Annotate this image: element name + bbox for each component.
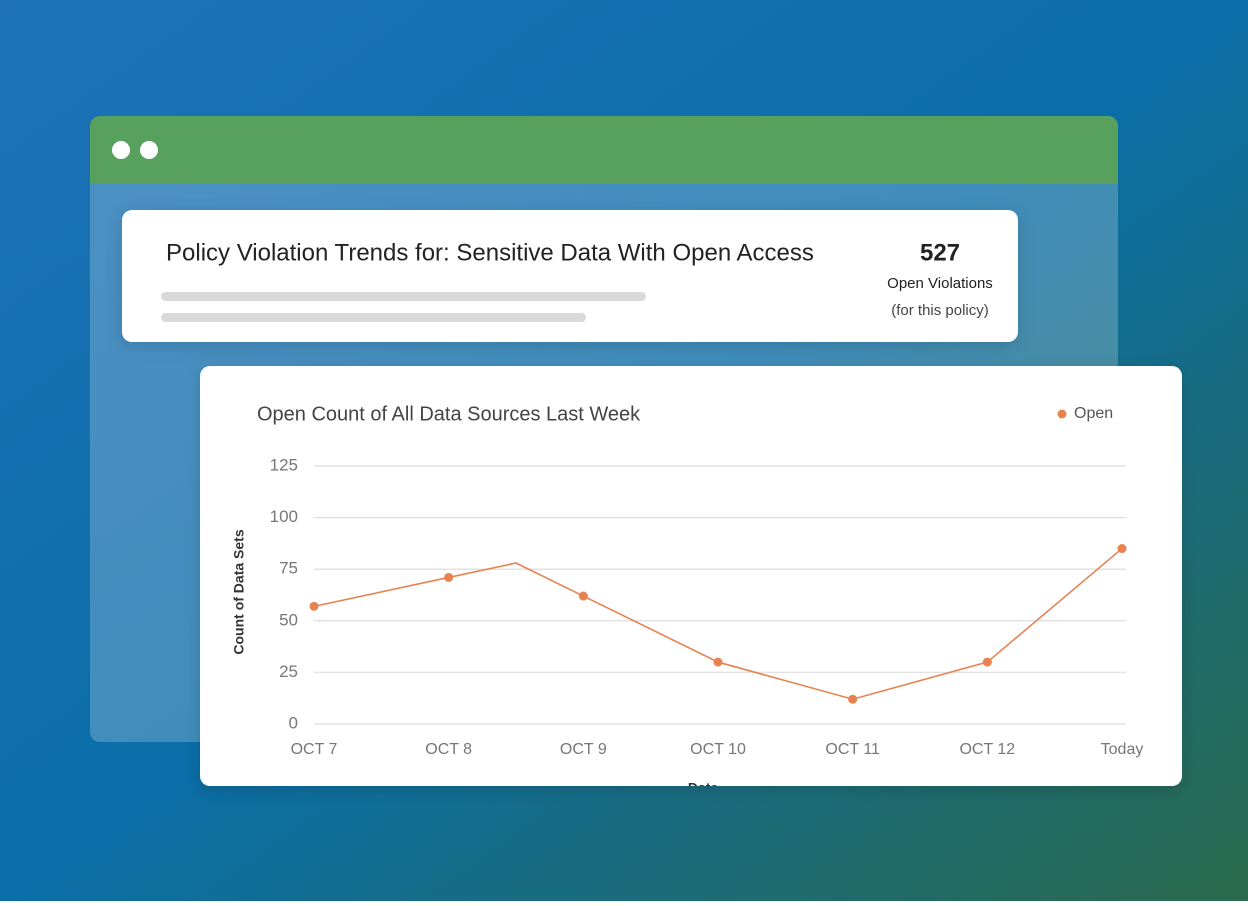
- window-dot: [112, 141, 130, 159]
- y-tick-label: 25: [279, 662, 298, 681]
- y-tick-label: 50: [279, 610, 298, 629]
- data-line: [313, 547, 1123, 701]
- summary-title: Policy Violation Trends for: Sensitive D…: [166, 239, 814, 266]
- x-tick-label: OCT 9: [560, 741, 607, 758]
- x-tick-label: OCT 8: [425, 741, 472, 758]
- chart: Open Count of All Data Sources Last Week…: [231, 403, 1144, 796]
- data-point: [848, 694, 858, 704]
- chart-card: [200, 366, 1182, 786]
- legend-label: Open: [1074, 405, 1113, 422]
- chart-title: Open Count of All Data Sources Last Week: [257, 403, 641, 425]
- violation-count-note: (for this policy): [891, 302, 989, 319]
- data-point: [444, 572, 454, 582]
- data-point: [309, 601, 319, 611]
- x-tick-label: OCT 10: [690, 741, 746, 758]
- summary-card: [122, 210, 1018, 342]
- x-tick-label: OCT 11: [825, 741, 880, 758]
- data-point: [1117, 544, 1127, 554]
- window-titlebar: [90, 116, 1118, 184]
- y-axis-label: Count of Data Sets: [231, 529, 247, 654]
- x-tick-label: Today: [1101, 741, 1144, 758]
- placeholder-bar: [161, 292, 646, 301]
- y-tick-label: 0: [289, 713, 298, 732]
- data-point: [578, 591, 588, 601]
- x-tick-label: OCT 7: [291, 741, 338, 758]
- y-tick-label: 75: [279, 559, 298, 578]
- x-tick-label: OCT 12: [959, 741, 1015, 758]
- y-tick-label: 100: [270, 507, 298, 526]
- placeholder-bar: [161, 313, 586, 322]
- violation-count-label: Open Violations: [887, 275, 993, 292]
- data-point: [982, 657, 992, 667]
- x-axis-label: Date: [688, 780, 719, 796]
- violation-count: 527: [920, 239, 960, 266]
- y-tick-label: 125: [270, 455, 298, 474]
- legend-marker: [1057, 409, 1067, 419]
- data-point: [713, 657, 723, 667]
- window-dot: [140, 141, 158, 159]
